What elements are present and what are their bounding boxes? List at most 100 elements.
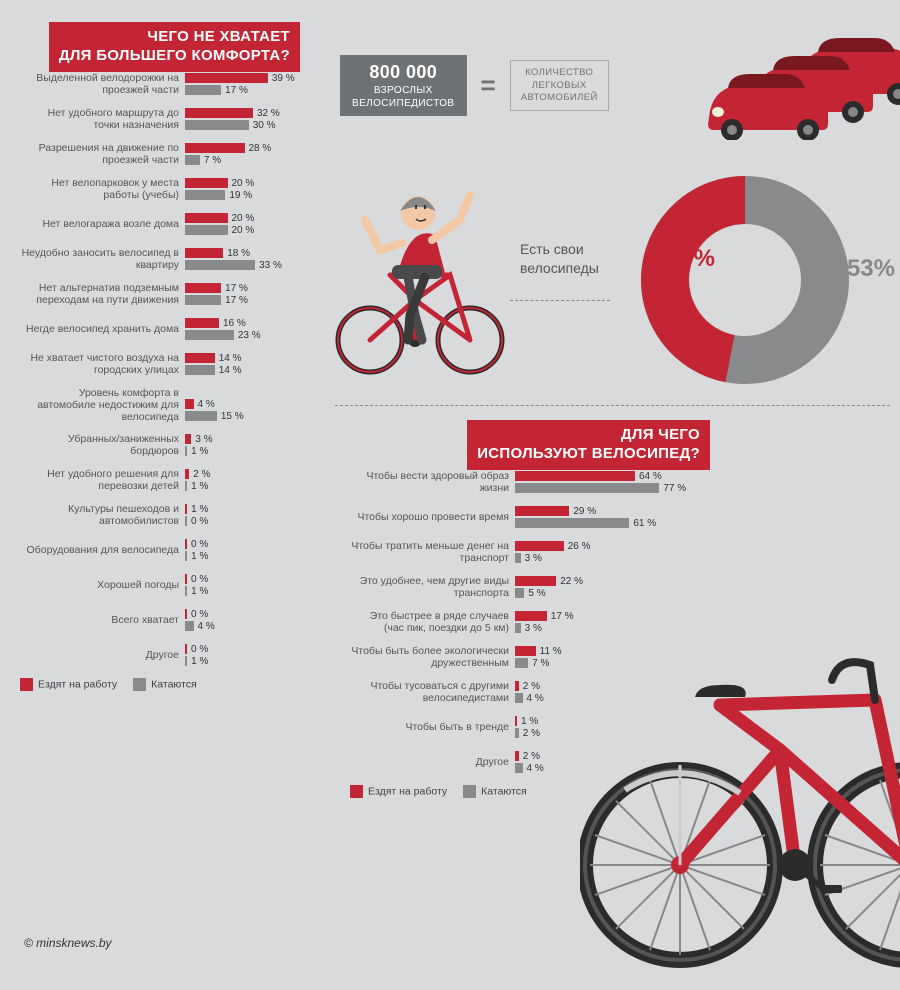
bar-row-grey: 0 % — [185, 516, 300, 527]
bar-grey — [185, 225, 228, 235]
bar-value-red: 3 % — [195, 434, 212, 445]
bar-value-red: 64 % — [639, 471, 662, 482]
bar-red — [515, 541, 564, 551]
bar-item: Негде велосипед хранить дома 16 %23 % — [20, 317, 300, 342]
bar-row-grey: 15 % — [185, 411, 300, 422]
bar-label: Негде велосипед хранить дома — [20, 323, 185, 335]
bar-row-red: 20 % — [185, 213, 300, 224]
bar-track: 18 %33 % — [185, 247, 300, 272]
bar-grey — [185, 411, 217, 421]
bar-value-red: 2 % — [193, 469, 210, 480]
bar-label: Неудобно заносить велосипед в квартиру — [20, 247, 185, 271]
legend-red-label-r: Ездят на работу — [368, 785, 447, 797]
bar-grey — [515, 693, 523, 703]
bar-row-red: 0 % — [185, 539, 300, 550]
left-panel: ЧЕГО НЕ ХВАТАЕТ ДЛЯ БОЛЬШЕГО КОМФОРТА? В… — [20, 22, 300, 691]
bar-red — [185, 644, 187, 654]
info-badge-line2: ВЕЛОСИПЕДИСТОВ — [352, 98, 455, 109]
bar-value-red: 1 % — [191, 504, 208, 515]
bar-track: 20 %19 % — [185, 177, 300, 202]
bicycle-illustration — [580, 605, 900, 990]
bar-item: Культуры пешеходов и автомобилистов1 %0 … — [20, 503, 300, 528]
bar-value-red: 2 % — [523, 751, 540, 762]
bar-red — [185, 213, 228, 223]
bar-value-grey: 23 % — [238, 330, 261, 341]
bar-row-grey: 1 % — [185, 551, 300, 562]
bar-row-grey: 5 % — [515, 588, 710, 599]
bar-track: 1 %0 % — [185, 503, 300, 528]
bar-label: Чтобы тратить меньше денег на транспорт — [350, 540, 515, 564]
bar-track: 0 %4 % — [185, 608, 300, 633]
bar-row-grey: 33 % — [185, 260, 300, 271]
cars-line3: АВТОМОБИЛЕЙ — [521, 92, 598, 103]
bar-item: Чтобы вести здоровый образ жизни64 %77 % — [350, 470, 710, 495]
bar-value-red: 29 % — [573, 506, 596, 517]
right-title-line2: ИСПОЛЬЗУЮТ ВЕЛОСИПЕД? — [477, 445, 700, 462]
bar-track: 64 %77 % — [515, 470, 710, 495]
cars-line1: КОЛИЧЕСТВО — [525, 67, 593, 78]
legend-item-red: Ездят на работу — [20, 678, 117, 691]
bar-value-red: 18 % — [227, 248, 250, 259]
bar-value-grey: 20 % — [232, 225, 255, 236]
bar-row-red: 0 % — [185, 644, 300, 655]
bar-value-red: 0 % — [191, 574, 208, 585]
left-legend: Ездят на работу Катаются — [20, 678, 300, 691]
bar-grey — [515, 553, 521, 563]
donut-chart — [640, 175, 850, 385]
bar-track: 17 %17 % — [185, 282, 300, 307]
bar-item: Чтобы тратить меньше денег на транспорт2… — [350, 540, 710, 565]
bar-grey — [185, 551, 187, 561]
bar-item: Нет велогаража возле дома20 %20 % — [20, 212, 300, 237]
bar-value-grey: 1 % — [191, 446, 208, 457]
bar-value-red: 14 % — [219, 353, 242, 364]
bar-value-grey: 1 % — [191, 481, 208, 492]
bar-track: 32 %30 % — [185, 107, 300, 132]
bar-red — [185, 353, 215, 363]
bar-item: Не хватает чистого воздуха на городских … — [20, 352, 300, 377]
bar-grey — [185, 155, 200, 165]
bar-item: Нет альтернатив подземным переходам на п… — [20, 282, 300, 307]
bar-row-grey: 4 % — [185, 621, 300, 632]
bar-red — [185, 504, 187, 514]
legend-grey-label-r: Катаются — [481, 785, 527, 797]
bar-grey — [185, 190, 225, 200]
bar-red — [185, 318, 219, 328]
bar-label: Выделенной велодорожки на проезжей части — [20, 72, 185, 96]
info-badge-number: 800 000 — [352, 61, 455, 84]
bar-grey — [185, 295, 221, 305]
bar-item: Разрешения на движение по проезжей части… — [20, 142, 300, 167]
bar-item: Другое0 %1 % — [20, 643, 300, 668]
legend-swatch-red — [20, 678, 33, 691]
bar-value-red: 17 % — [551, 611, 574, 622]
bar-red — [185, 143, 245, 153]
bar-value-grey: 19 % — [229, 190, 252, 201]
legend-swatch-grey — [133, 678, 146, 691]
left-section-title: ЧЕГО НЕ ХВАТАЕТ ДЛЯ БОЛЬШЕГО КОМФОРТА? — [49, 22, 300, 72]
bar-item: Всего хватает0 %4 % — [20, 608, 300, 633]
bar-red — [185, 574, 187, 584]
bar-row-grey: 1 % — [185, 656, 300, 667]
equals-sign: = — [481, 70, 496, 101]
legend-item-grey-r: Катаются — [463, 785, 527, 798]
bar-row-red: 32 % — [185, 108, 300, 119]
bar-row-grey: 77 % — [515, 483, 710, 494]
bar-row-red: 0 % — [185, 574, 300, 585]
bar-row-red: 1 % — [185, 504, 300, 515]
bar-grey — [185, 365, 215, 375]
bar-grey — [185, 656, 187, 666]
bar-value-red: 20 % — [232, 213, 255, 224]
bar-item: Это удобнее, чем другие виды транспорта2… — [350, 575, 710, 600]
bar-value-grey: 3 % — [525, 553, 542, 564]
bar-row-grey: 1 % — [185, 586, 300, 597]
bar-track: 14 %14 % — [185, 352, 300, 377]
bar-red — [185, 469, 189, 479]
bar-item: Нет велопарковок у места работы (учебы)2… — [20, 177, 300, 202]
bar-row-red: 17 % — [185, 283, 300, 294]
bar-row-grey: 14 % — [185, 365, 300, 376]
bar-value-red: 16 % — [223, 318, 246, 329]
bar-item: Нет удобного маршрута до точки назначени… — [20, 107, 300, 132]
bar-value-grey: 77 % — [663, 483, 686, 494]
bar-label: Культуры пешеходов и автомобилистов — [20, 503, 185, 527]
bar-red — [515, 611, 547, 621]
bar-red — [515, 751, 519, 761]
